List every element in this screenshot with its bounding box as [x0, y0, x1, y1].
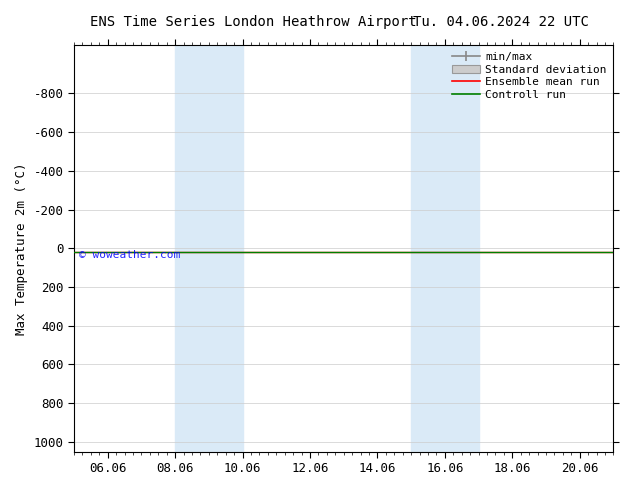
Text: ENS Time Series London Heathrow Airport: ENS Time Series London Heathrow Airport: [90, 15, 417, 29]
Text: © woweather.com: © woweather.com: [79, 249, 181, 260]
Bar: [175, 45, 243, 452]
Bar: [411, 45, 479, 452]
Text: Tu. 04.06.2024 22 UTC: Tu. 04.06.2024 22 UTC: [413, 15, 589, 29]
Y-axis label: Max Temperature 2m (°C): Max Temperature 2m (°C): [15, 162, 28, 335]
Legend: min/max, Standard deviation, Ensemble mean run, Controll run: min/max, Standard deviation, Ensemble me…: [448, 47, 611, 104]
